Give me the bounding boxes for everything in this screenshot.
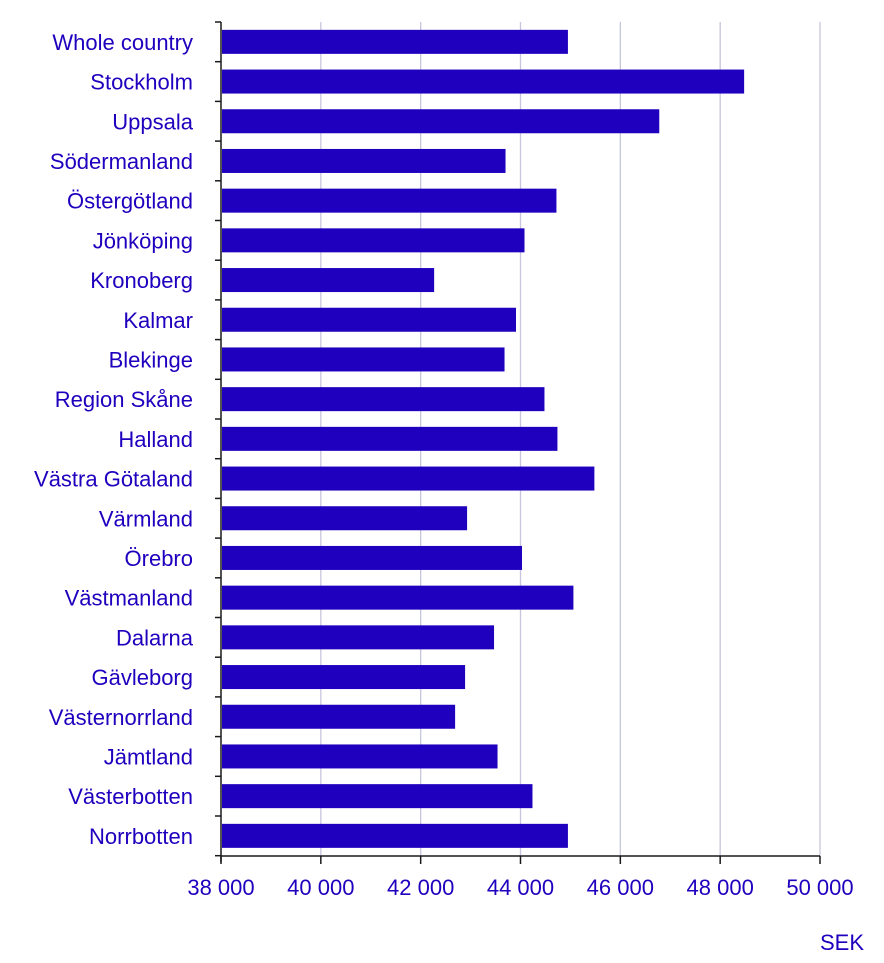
category-label-12: Värmland xyxy=(99,506,193,531)
x-tick-label-6: 50 000 xyxy=(786,875,853,900)
category-label-19: Västerbotten xyxy=(68,784,193,809)
category-label-0: Whole country xyxy=(52,30,193,55)
bar-2 xyxy=(222,109,660,134)
category-label-16: Gävleborg xyxy=(91,665,193,690)
bar-19 xyxy=(222,784,533,809)
bar-14 xyxy=(222,585,574,610)
x-tick-label-1: 40 000 xyxy=(287,875,354,900)
axes xyxy=(215,21,821,864)
category-label-17: Västernorrland xyxy=(49,705,193,730)
category-label-20: Norrbotten xyxy=(89,824,193,849)
category-label-9: Region Skåne xyxy=(55,387,193,412)
category-label-1: Stockholm xyxy=(90,70,193,95)
category-label-8: Blekinge xyxy=(109,347,193,372)
category-label-15: Dalarna xyxy=(116,625,194,650)
category-label-2: Uppsala xyxy=(112,109,193,134)
category-label-11: Västra Götaland xyxy=(34,467,193,492)
x-tick-labels: 38 000 40 000 42 000 44 000 46 000 48 000 50 0… xyxy=(187,875,853,900)
bar-11 xyxy=(222,466,595,491)
bar-16 xyxy=(222,665,466,690)
category-label-5: Jönköping xyxy=(93,228,193,253)
bar-18 xyxy=(222,744,498,769)
bar-13 xyxy=(222,545,522,570)
bar-20 xyxy=(222,823,568,848)
bar-6 xyxy=(222,268,435,293)
bar-8 xyxy=(222,347,505,372)
bar-9 xyxy=(222,387,545,412)
category-label-3: Södermanland xyxy=(50,149,193,174)
x-tick-label-2: 42 000 xyxy=(387,875,454,900)
category-label-4: Östergötland xyxy=(67,189,193,214)
category-label-7: Kalmar xyxy=(123,308,193,333)
bar-17 xyxy=(222,704,456,729)
bar-7 xyxy=(222,307,517,332)
category-label-14: Västmanland xyxy=(65,586,193,611)
x-tick-label-5: 48 000 xyxy=(687,875,754,900)
category-label-13: Örebro xyxy=(125,546,193,571)
bar-10 xyxy=(222,426,558,451)
category-labels: Whole country Stockholm Uppsala Södermanlan… xyxy=(34,30,194,849)
bar-12 xyxy=(222,506,468,531)
category-label-10: Halland xyxy=(118,427,193,452)
x-tick-label-4: 46 000 xyxy=(587,875,654,900)
bar-4 xyxy=(222,188,557,213)
category-label-6: Kronoberg xyxy=(90,268,193,293)
category-label-18: Jämtland xyxy=(104,744,193,769)
x-unit-label: SEK xyxy=(820,930,864,955)
bar-15 xyxy=(222,625,495,650)
x-tick-label-0: 38 000 xyxy=(187,875,254,900)
bar-5 xyxy=(222,228,525,253)
bar-1 xyxy=(222,69,745,94)
bar-3 xyxy=(222,148,506,173)
x-tick-label-3: 44 000 xyxy=(487,875,554,900)
bar-0 xyxy=(222,29,568,54)
bars xyxy=(222,29,745,848)
